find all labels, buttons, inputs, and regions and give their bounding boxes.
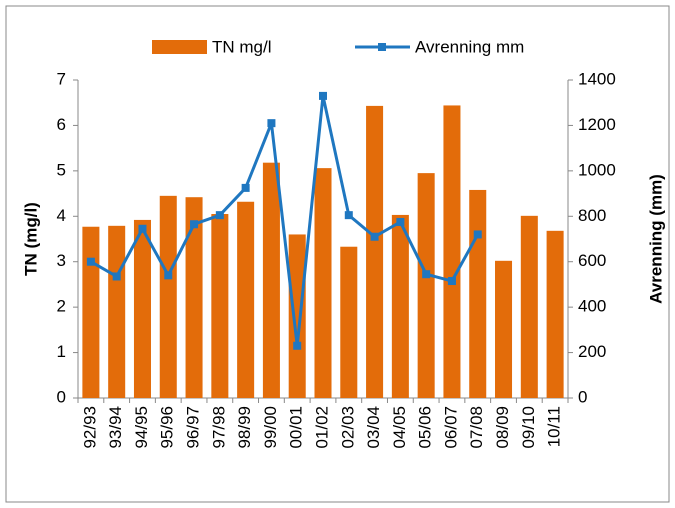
line-marker [86, 257, 95, 266]
x-tick-label: 09/10 [519, 406, 538, 449]
y2-tick-label: 200 [578, 342, 606, 361]
bar [469, 189, 487, 398]
line-marker [319, 91, 327, 100]
x-tick-label: 03/04 [364, 406, 383, 449]
bar [237, 201, 255, 398]
y2-tick-label: 0 [578, 387, 587, 406]
x-tick-label: 99/00 [261, 406, 280, 449]
x-tick-label: 00/01 [287, 406, 306, 449]
y-tick-label: 7 [57, 69, 66, 88]
line-marker [344, 211, 353, 220]
bar [159, 195, 177, 398]
y-tick-label: 2 [57, 297, 66, 316]
legend-swatch [378, 43, 386, 51]
bar [262, 162, 280, 398]
y-tick-label: 5 [57, 160, 66, 179]
x-tick-label: 06/07 [441, 406, 460, 449]
bar [108, 225, 126, 398]
line-marker [370, 232, 379, 241]
bar [340, 246, 358, 398]
line-marker [293, 341, 302, 350]
y-tick-label: 3 [57, 251, 66, 270]
bar [417, 173, 435, 398]
x-tick-label: 97/98 [209, 406, 228, 449]
bar [546, 230, 564, 398]
x-tick-label: 93/94 [106, 406, 125, 449]
bar [133, 219, 151, 398]
y2-tick-label: 1000 [578, 160, 616, 179]
bar [185, 197, 203, 398]
y2-axis-label: Avrenning (mm) [646, 174, 665, 304]
y-axis-label: TN (mg/l) [21, 202, 40, 276]
x-tick-label: 98/99 [235, 406, 254, 449]
x-tick-label: 04/05 [390, 406, 409, 449]
x-tick-label: 07/08 [467, 406, 486, 449]
line-marker [138, 224, 147, 233]
y-tick-label: 6 [57, 115, 66, 134]
bar [366, 105, 384, 398]
bar [82, 226, 100, 398]
bar [520, 215, 538, 398]
y2-tick-label: 400 [578, 297, 606, 316]
bar [288, 234, 306, 398]
line-marker [473, 230, 482, 239]
bar [495, 260, 513, 398]
line-marker [190, 220, 199, 229]
line-marker [164, 271, 173, 280]
line-marker [112, 272, 121, 281]
y-tick-label: 1 [57, 342, 66, 361]
line-marker [267, 119, 276, 128]
y2-tick-label: 1200 [578, 115, 616, 134]
x-tick-label: 95/96 [158, 406, 177, 449]
bar [391, 214, 409, 398]
legend-swatch [152, 40, 207, 54]
x-tick-label: 08/09 [493, 406, 512, 449]
line-marker [396, 217, 405, 226]
x-tick-label: 94/95 [132, 406, 151, 449]
legend-label: TN mg/l [212, 37, 272, 56]
line-marker [215, 211, 224, 220]
x-tick-label: 10/11 [545, 406, 564, 447]
y-tick-label: 0 [57, 387, 66, 406]
line-marker [447, 277, 456, 286]
line-marker [241, 183, 250, 192]
bar [211, 214, 229, 398]
bar [443, 105, 461, 398]
x-tick-label: 92/93 [80, 406, 99, 449]
x-tick-label: 05/06 [416, 406, 435, 449]
y2-tick-label: 600 [578, 251, 606, 270]
legend-label: Avrenning mm [415, 37, 524, 56]
line-marker [422, 270, 431, 279]
bar [314, 168, 332, 398]
y2-tick-label: 1400 [578, 69, 616, 88]
x-tick-label: 01/02 [312, 406, 331, 449]
line [90, 95, 480, 346]
y2-tick-label: 800 [578, 206, 606, 225]
x-tick-label: 02/03 [338, 406, 357, 449]
y-tick-label: 4 [57, 206, 66, 225]
x-tick-label: 96/97 [184, 406, 203, 449]
